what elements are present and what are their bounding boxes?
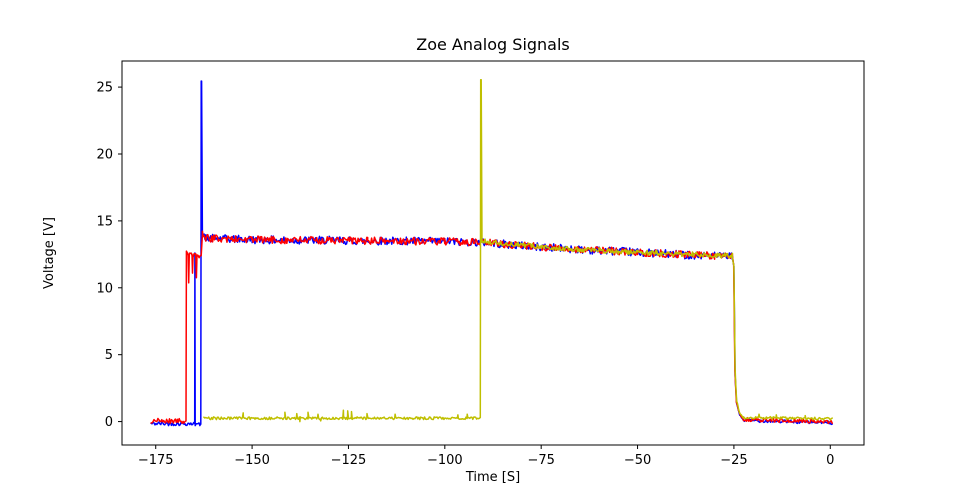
x-tick-label: −175 [138, 453, 174, 468]
x-tick-label: −25 [720, 453, 747, 468]
x-tick-label: −150 [234, 453, 270, 468]
y-tick-label: 0 [105, 415, 113, 430]
x-tick-label: −75 [527, 453, 554, 468]
chart-title: Zoe Analog Signals [416, 35, 570, 54]
y-axis-ticks: 0 5 10 15 20 25 [96, 81, 122, 430]
x-axis-label: Time [S] [465, 470, 520, 485]
x-tick-label: −100 [427, 453, 463, 468]
x-axis-ticks: −175 −150 −125 −100 −75 −50 −25 0 [138, 445, 834, 468]
plot-border [121, 60, 865, 446]
series-lines [150, 78, 833, 427]
x-tick-label: −125 [331, 453, 367, 468]
y-tick-label: 15 [96, 214, 113, 229]
signal-red-line [150, 230, 833, 425]
y-tick-label: 5 [105, 348, 113, 363]
signal-blue-line [150, 80, 833, 427]
signal-yellow-line [203, 78, 833, 423]
y-tick-label: 20 [96, 147, 113, 162]
y-axis-label: Voltage [V] [42, 217, 57, 289]
x-tick-label: 0 [826, 453, 834, 468]
y-tick-label: 25 [96, 81, 113, 96]
x-tick-label: −50 [624, 453, 651, 468]
y-tick-label: 10 [96, 281, 113, 296]
